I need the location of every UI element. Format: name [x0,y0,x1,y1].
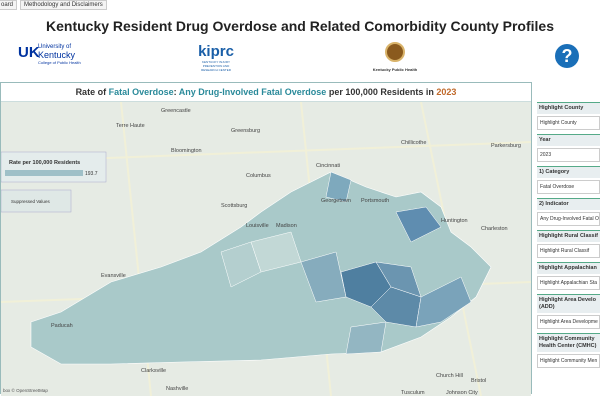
logo-name: University of [38,44,72,50]
filter-dropdown[interactable]: Highlight County [537,116,600,130]
suppressed-legend [0,189,72,213]
place-label: Bristol [471,378,486,384]
place-label: Columbus [246,173,271,179]
title-part: Fatal Overdose [108,87,174,97]
place-label: Evansville [101,273,126,279]
seal [385,42,405,62]
place-label: Chillicothe [401,140,426,146]
filter-dropdown[interactable]: 2023 [537,148,600,162]
county [300,251,347,303]
logo-name: Kentucky [38,50,76,60]
county [220,241,262,288]
counties [220,171,472,355]
filter-dropdown[interactable]: Highlight Area Developme [537,315,600,329]
county [325,171,352,203]
place-label: Terre Haute [116,123,145,129]
place-label: Church Hill [436,373,463,379]
title-part: per 100,000 Residents in [326,87,437,97]
filter-label: Year [537,134,600,146]
filter-label: Highlight Area Develo (ADD) [537,294,600,313]
place-label: Portsmouth [361,198,389,204]
place-label: Bloomington [171,148,202,154]
place-label: Louisville [246,223,269,229]
kph-logo: Kentucky Public Health [365,42,425,72]
map-credit: box © OpenStreetMap [3,387,48,393]
place-label: Parkersburg [491,143,521,149]
filter-label: Highlight County [537,102,600,114]
county [370,286,422,328]
place-label: Charleston [481,226,508,232]
tab[interactable]: oard [0,0,18,10]
title-part: : [173,87,179,97]
filter-label: 1) Category [537,166,600,178]
place-label: Greensburg [231,128,260,134]
map: Greencastle Greensburg Terre Haute Blooming… [0,101,532,397]
legend [0,151,107,183]
legend-ramp [5,170,83,176]
logo-sub: College of Public Health [38,60,81,65]
filter-label: 2) Indicator [537,198,600,210]
place-label: Greencastle [161,108,191,114]
filter-dropdown[interactable]: Any Drug-Involved Fatal O [537,212,600,226]
title-part: Rate of [75,87,109,97]
filter-label: Highlight Appalachian [537,262,600,274]
title-part: 2023 [436,87,457,97]
county [415,276,472,328]
title-part: Any Drug-Involved Fatal Overdose [178,87,327,97]
place-label: Huntington [441,218,468,224]
filter-dropdown[interactable]: Highlight Rural Classif [537,244,600,258]
logo-sub: Kentucky Public Health [372,67,418,72]
place-label: Paducah [51,323,73,329]
legend-title: Rate per 100,000 Residents [9,160,80,166]
filter-dropdown[interactable]: Highlight Community Men [537,354,600,368]
place-label: Nashville [166,386,188,392]
place-label: Georgetown [321,198,351,204]
place-label: Clarksville [141,368,166,374]
place-label: Scottsburg [221,203,247,209]
help-button[interactable]: ? [555,44,579,68]
place-label: Tusculum [401,390,425,396]
page-title: Kentucky Resident Drug Overdose and Rela… [46,18,554,34]
tab[interactable]: Methodology and Disclaimers [20,0,107,10]
place-label: Madison [276,223,297,229]
filter-panel: Highlight County Highlight County Year 2023… [537,98,600,368]
county [395,206,442,243]
filter-dropdown[interactable]: Fatal Overdose [537,180,600,194]
logo-sub: KENTUCKY INJURY PREVENTION AND RESEARCH … [201,60,231,72]
county [345,321,387,355]
place-label: Johnson City [446,390,478,396]
place-label: Cincinnati [316,163,340,169]
map-title: Rate of Fatal Overdose: Any Drug-Involve… [1,83,531,102]
filter-dropdown[interactable]: Highlight Appalachian Sta [537,276,600,290]
logo-mark: UK [18,44,40,61]
logo-text: University of Kentucky College of Public… [38,44,98,65]
logo-mark: kiprc [198,43,234,60]
filter-label: Highlight Rural Classif [537,230,600,242]
filter-label: Highlight Community Health Center (CMHC) [537,333,600,352]
map-panel: Rate of Fatal Overdose: Any Drug-Involve… [0,82,532,397]
kiprc-logo: kiprc KENTUCKY INJURY PREVENTION AND RES… [195,43,237,72]
uk-logo: UK University of Kentucky College of Pub… [18,44,81,65]
legend-max: 193.7 [85,171,98,177]
suppressed-label: Suppressed Values [11,199,50,204]
